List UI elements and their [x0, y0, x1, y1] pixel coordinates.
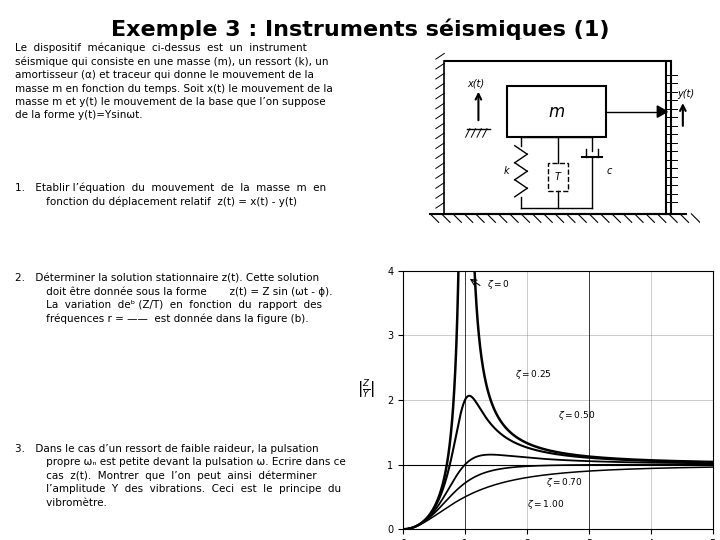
Text: 3. Dans le cas d’un ressort de faible raideur, la pulsation
   propre ωₙ est pet: 3. Dans le cas d’un ressort de faible ra…: [15, 444, 346, 508]
Text: $\zeta = 0.25$: $\zeta = 0.25$: [515, 368, 552, 381]
Text: 1. Etablir l’équation  du  mouvement  de  la  masse  m  en
   fonction du déplac: 1. Etablir l’équation du mouvement de la…: [15, 183, 326, 207]
Polygon shape: [657, 106, 667, 117]
Text: c: c: [606, 166, 611, 176]
Text: $\zeta = 1.00$: $\zeta = 1.00$: [527, 497, 564, 511]
Text: y(t): y(t): [677, 90, 694, 99]
Text: Le  dispositif  mécanique  ci-dessus  est  un  instrument
séismique qui consiste: Le dispositif mécanique ci-dessus est un…: [15, 43, 333, 120]
Bar: [507, 86, 606, 137]
Bar: [548, 163, 568, 191]
Text: $\zeta = 0.50$: $\zeta = 0.50$: [558, 409, 595, 422]
Text: m: m: [549, 103, 564, 120]
Text: T: T: [555, 172, 561, 182]
Text: $\zeta = 0$: $\zeta = 0$: [487, 278, 510, 291]
Y-axis label: $\left|\frac{Z}{Y}\right|$: $\left|\frac{Z}{Y}\right|$: [357, 378, 375, 400]
Text: 2. Déterminer la solution stationnaire z(t). Cette solution
   doit être donnée : 2. Déterminer la solution stationnaire z…: [15, 273, 332, 324]
Text: $\zeta = 0.70$: $\zeta = 0.70$: [546, 476, 582, 489]
Text: Exemple 3 : Instruments séismiques (1): Exemple 3 : Instruments séismiques (1): [111, 19, 609, 40]
Text: k: k: [504, 166, 510, 176]
Text: x(t): x(t): [467, 78, 484, 88]
